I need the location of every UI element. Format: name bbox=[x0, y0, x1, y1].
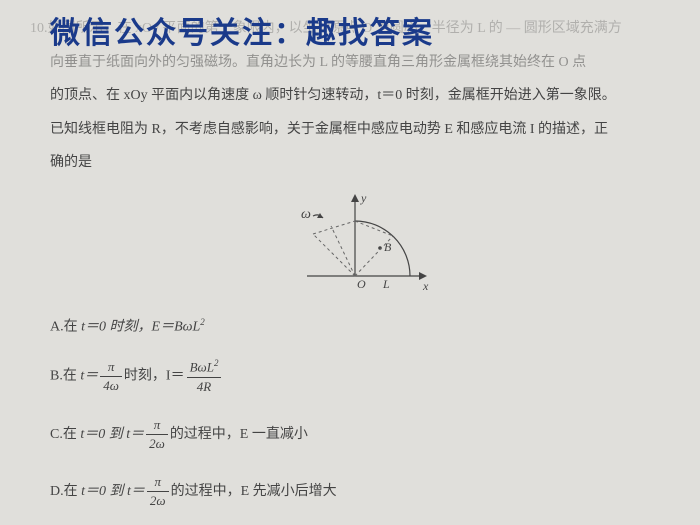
question-line-5: 确的是 bbox=[30, 146, 670, 180]
y-label: y bbox=[360, 191, 367, 205]
option-C: C.在 t＝0 到 t＝π2ω的过程中，E 一直减小 bbox=[50, 416, 670, 453]
dash-line-5 bbox=[355, 221, 393, 236]
origin-label: O bbox=[357, 277, 366, 291]
x-label: x bbox=[422, 279, 429, 293]
L-label: L bbox=[382, 277, 390, 291]
arc bbox=[355, 221, 410, 276]
question-line-3: 的顶点、在 xOy 平面内以角速度 ω 顺时针匀速转动，t＝0 时刻，金属框开始… bbox=[30, 79, 670, 113]
option-A: A.在 t＝0 时刻，E＝BωL2 bbox=[50, 316, 670, 337]
physics-diagram: y x O L B ω bbox=[265, 188, 435, 298]
option-B: B.在 t＝π4ω时刻，I＝BωL24R bbox=[50, 357, 670, 396]
option-D: D.在 t＝0 到 t＝π2ω的过程中，E 先减小后增大 bbox=[50, 473, 670, 510]
y-arrow bbox=[351, 194, 359, 202]
B-label: B bbox=[384, 240, 392, 254]
omega-label: ω bbox=[301, 207, 311, 222]
watermark-text: 微信公众号关注：趣找答案 bbox=[50, 8, 670, 52]
dash-line-3 bbox=[331, 226, 355, 276]
options-list: A.在 t＝0 时刻，E＝BωL2 B.在 t＝π4ω时刻，I＝BωL24R C… bbox=[50, 316, 670, 511]
question-number: 10. bbox=[30, 21, 48, 36]
dash-line-1 bbox=[313, 234, 355, 276]
question-line-4: 已知线框电阻为 R，不考虑自感影响，关于金属框中感应电动势 E 和感应电流 I … bbox=[30, 113, 670, 147]
diagram-container: y x O L B ω bbox=[30, 188, 670, 298]
